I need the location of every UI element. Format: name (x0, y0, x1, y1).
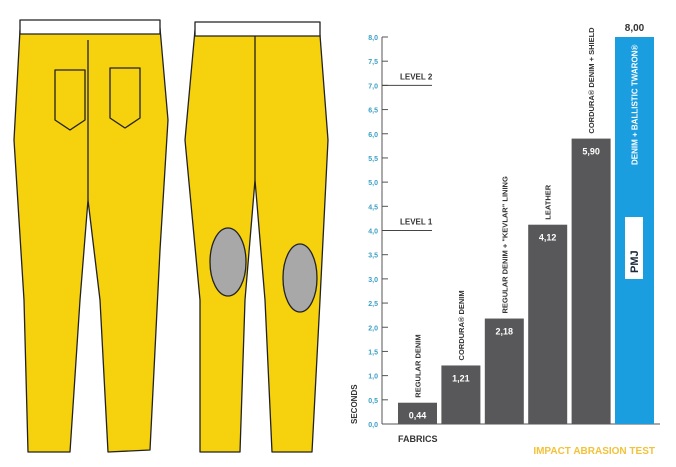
y-tick-label: 5,0 (368, 180, 378, 187)
knee-armor-left (209, 227, 247, 297)
bar-value-label: 2,18 (496, 327, 514, 337)
y-tick-label: 3,5 (368, 253, 378, 260)
bar-category-label: REGULAR DENIM (414, 334, 423, 397)
y-tick-label: 4,5 (368, 204, 378, 211)
bar-value-label: 4,12 (539, 233, 557, 243)
y-tick-label: 0,0 (368, 422, 378, 429)
jeans-illustration (13, 19, 329, 453)
y-tick-label: 8,0 (368, 35, 378, 42)
y-tick-label: 7,0 (368, 83, 378, 90)
pmj-logo: PMJ (629, 250, 641, 273)
reference-line-label: LEVEL 2 (400, 72, 433, 81)
x-axis-label: FABRICS (398, 434, 438, 444)
chart-title: IMPACT ABRASION TEST (533, 446, 655, 457)
bar-value-label: 1,21 (452, 373, 470, 383)
y-tick-label: 3,0 (368, 277, 378, 284)
bar-category-label: DENIM + BALLISTIC TWARON® (631, 45, 640, 165)
pmj-logo-bg (625, 217, 643, 279)
bar (441, 365, 481, 424)
bar (571, 138, 611, 424)
bar-value-label: 0,44 (409, 411, 427, 421)
bar (528, 224, 568, 424)
y-tick-label: 1,0 (368, 374, 378, 381)
y-tick-label: 6,0 (368, 132, 378, 139)
bar-category-label: LEATHER (544, 184, 553, 219)
y-axis-label: SECONDS (350, 384, 359, 424)
bars: 0,44 REGULAR DENIM 1,21 CORDURA® DENIM 2,18 R… (398, 23, 654, 424)
y-tick-label: 1,5 (368, 349, 378, 356)
y-tick-label: 2,5 (368, 301, 378, 308)
bar-category-label: REGULAR DENIM + "KEVLAR" LINING (500, 176, 509, 313)
bar (484, 318, 524, 424)
jeans-front-view (184, 29, 329, 453)
jeans-back-view (13, 27, 169, 453)
bar-category-label: CORDURA® DENIM (457, 290, 466, 360)
reference-lines: LEVEL 1 LEVEL 2 (382, 72, 433, 231)
bar (398, 402, 437, 424)
reference-line-label: LEVEL 1 (400, 218, 433, 227)
y-tick-label: 0,5 (368, 398, 378, 405)
y-tick-label: 5,5 (368, 156, 378, 163)
bar-category-label: CORDURA® DENIM + SHIELD (587, 27, 596, 134)
knee-armor-right (282, 243, 318, 313)
y-tick-label: 2,0 (368, 325, 378, 332)
bar-value-label: 8,00 (625, 23, 645, 34)
y-tick-label: 7,5 (368, 59, 378, 66)
bar-value-label: 5,90 (582, 147, 600, 157)
y-tick-label: 6,5 (368, 108, 378, 115)
y-tick-label: 4,0 (368, 229, 378, 236)
